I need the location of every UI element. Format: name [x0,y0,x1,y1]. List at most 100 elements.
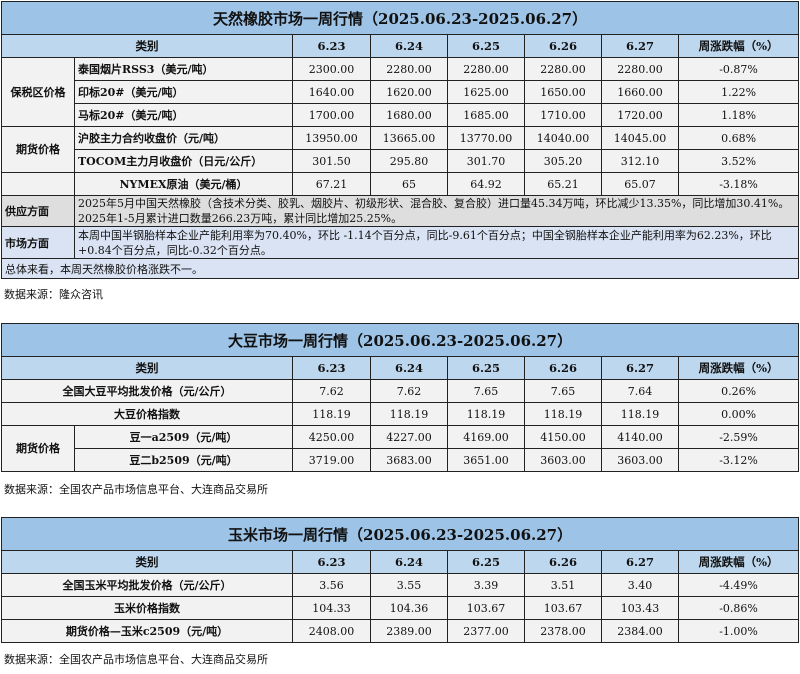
row-label: 豆二b2509（元/吨） [74,448,293,472]
supply-label: 供应方面 [1,195,75,227]
table-cell: 104.33 [292,596,371,620]
table-cell: 1720.00 [601,103,679,127]
group-label: 期货价格 [1,425,75,472]
row-label: 马标20#（美元/吨） [74,103,293,127]
table-row: 保税区价格 泰国烟片RSS3（美元/吨） 2300.00 2280.00 2280.00… [1,57,800,127]
table-cell: 2408.00 [292,619,371,643]
table-cell: 312.10 [601,149,679,173]
date-header: 6.27 [601,550,679,574]
change-value: -4.49% [677,573,800,597]
table-row: 大豆价格指数 118.19 118.19 118.19 118.19 118.19 0.00… [1,402,800,426]
table-cell: 118.19 [447,402,525,426]
category-header: 类别 [1,550,293,574]
table-row: TOCOM主力月收盘价（日元/公斤） 301.50 295.80 301.70 305.… [2,149,800,173]
table-row: 印标20#（美元/吨） 1640.00 1620.00 1625.00 1650.00 1… [2,80,800,104]
soybean-table: 大豆市场一周行情（2025.06.23-2025.06.27） 类别 6.23 … [0,323,800,472]
corn-table: 玉米市场一周行情（2025.06.23-2025.06.27） 类别 6.23 … [0,517,800,643]
table-cell: 3.51 [524,573,602,597]
table-cell: 67.21 [292,172,371,196]
table-cell: 3.56 [292,573,371,597]
empty-cell [1,172,75,196]
change-value: -0.87% [677,57,800,81]
table-cell: 13950.00 [292,126,371,150]
table-cell: 14040.00 [524,126,602,150]
rubber-title: 天然橡胶市场一周行情（2025.06.23-2025.06.27） [0,1,800,35]
table-row: 期货价格 沪胶主力合约收盘价（元/吨） 13950.00 13665.00 13770.… [1,126,800,173]
table-cell: 103.43 [601,596,679,620]
table-cell: 3651.00 [447,448,525,472]
table-cell: 7.62 [292,379,371,403]
change-header: 周涨跌幅（%） [677,34,800,58]
table-cell: 4150.00 [524,425,602,449]
table-cell: 2389.00 [370,619,448,643]
row-label: 沪胶主力合约收盘价（元/吨） [74,126,293,150]
table-cell: 305.20 [524,149,602,173]
change-value: 0.68% [677,126,800,150]
summary-text: 总体来看，本周天然橡胶价格涨跌不一。 [0,258,800,279]
change-value: -1.00% [677,619,800,643]
table-cell: 118.19 [524,402,602,426]
table-cell: 1650.00 [524,80,602,104]
group-label: 保税区价格 [1,57,75,127]
change-header: 周涨跌幅（%） [677,550,800,574]
table-cell: 65.07 [601,172,679,196]
table-cell: 7.64 [601,379,679,403]
table-cell: 1640.00 [292,80,371,104]
change-value: -2.59% [677,425,800,449]
table-cell: 103.67 [524,596,602,620]
table-row: 期货价格 豆一a2509（元/吨） 4250.00 4227.00 4169.00 415… [1,425,800,472]
table-cell: 1620.00 [370,80,448,104]
supply-row: 供应方面 2025年5月中国天然橡胶（含技术分类、胶乳、烟胶片、初级形状、混合胶、… [1,195,800,227]
date-header: 6.26 [524,550,602,574]
row-label: 大豆价格指数 [1,402,293,426]
group-label: 期货价格 [1,126,75,173]
table-cell: 118.19 [601,402,679,426]
table-cell: 3603.00 [601,448,679,472]
rubber-source: 数据来源：隆众咨讯 [4,288,103,301]
row-label: 玉米价格指数 [1,596,293,620]
change-value: 1.22% [677,80,800,104]
table-cell: 65.21 [524,172,602,196]
row-label: TOCOM主力月收盘价（日元/公斤） [74,149,293,173]
table-cell: 13665.00 [370,126,448,150]
table-cell: 2280.00 [447,57,525,81]
change-value: -0.86% [677,596,800,620]
table-cell: 7.65 [447,379,525,403]
category-header: 类别 [1,356,293,380]
change-value: 1.18% [677,103,800,127]
table-cell: 3.39 [447,573,525,597]
table-cell: 3683.00 [370,448,448,472]
table-cell: 65 [370,172,448,196]
table-cell: 2384.00 [601,619,679,643]
row-label: 印标20#（美元/吨） [74,80,293,104]
table-row: 期货价格—玉米c2509（元/吨） 2408.00 2389.00 2377.00 23… [1,619,800,643]
table-cell: 7.62 [370,379,448,403]
table-cell: 64.92 [447,172,525,196]
table-cell: 1700.00 [292,103,371,127]
table-cell: 1685.00 [447,103,525,127]
table-cell: 3.40 [601,573,679,597]
date-header: 6.25 [447,34,525,58]
change-header: 周涨跌幅（%） [677,356,800,380]
row-label: 全国大豆平均批发价格（元/公斤） [1,379,293,403]
date-header: 6.25 [447,356,525,380]
table-cell: 301.50 [292,149,371,173]
table-cell: 4250.00 [292,425,371,449]
table-cell: 3719.00 [292,448,371,472]
date-header: 6.27 [601,356,679,380]
table-row: 全国玉米平均批发价格（元/公斤） 3.56 3.55 3.39 3.51 3.40 -4.4… [1,573,800,597]
table-cell: 2378.00 [524,619,602,643]
date-header: 6.24 [370,550,448,574]
table-cell: 1625.00 [447,80,525,104]
table-cell: 3.55 [370,573,448,597]
table-cell: 2300.00 [292,57,371,81]
change-value: 0.26% [677,379,800,403]
rubber-table: 天然橡胶市场一周行情（2025.06.23-2025.06.27） 类别 6.2… [0,1,800,279]
date-header: 6.23 [292,356,371,380]
category-header: 类别 [1,34,293,58]
change-value: 3.52% [677,149,800,173]
change-value: 0.00% [677,402,800,426]
table-cell: 295.80 [370,149,448,173]
row-label: 全国玉米平均批发价格（元/公斤） [1,573,293,597]
row-label: 豆一a2509（元/吨） [74,425,293,449]
